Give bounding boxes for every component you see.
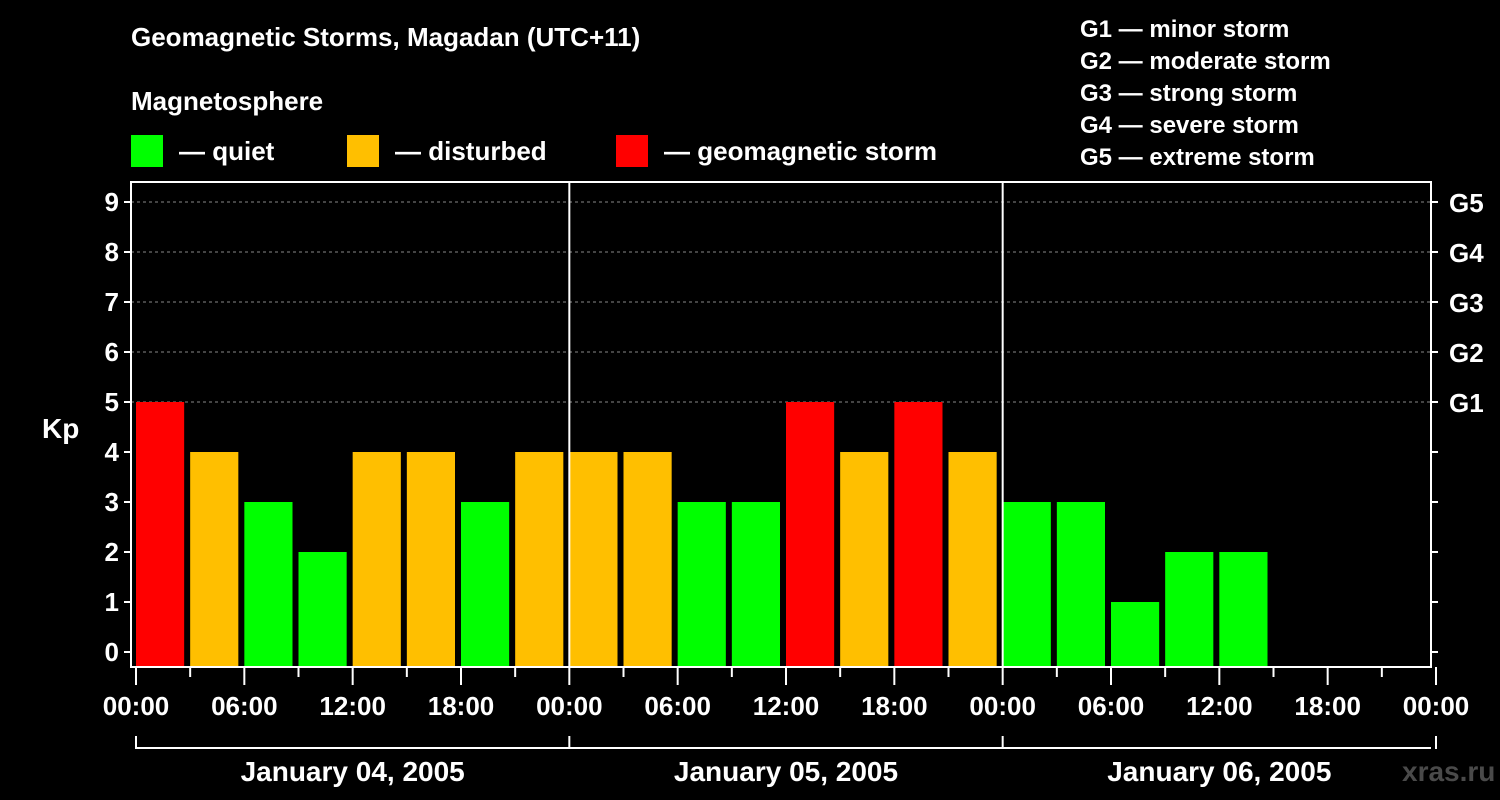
x-tick-label: 00:00 xyxy=(536,691,603,721)
y-tick-label: 5 xyxy=(105,387,119,417)
x-tick-label: 18:00 xyxy=(428,691,495,721)
date-label: January 05, 2005 xyxy=(674,756,898,787)
y-tick-label: 8 xyxy=(105,237,119,267)
legend-label-storm: — geomagnetic storm xyxy=(664,135,938,166)
date-label: January 04, 2005 xyxy=(241,756,465,787)
date-label: January 06, 2005 xyxy=(1107,756,1331,787)
g-scale-line: G5 — extreme storm xyxy=(1080,144,1315,171)
y-tick-label: 6 xyxy=(105,337,119,367)
kp-bar xyxy=(461,502,510,667)
kp-bar xyxy=(1002,502,1051,667)
legend-item-disturbed: — disturbed xyxy=(347,134,547,168)
axis-layer: 0 1 2 3 4 5 6 7 8 9 G1 G2 G3 G4 G5 Kp 00:00 06:00 12:00 18:… xyxy=(42,187,1484,787)
kp-bar xyxy=(623,452,672,667)
kp-bar xyxy=(515,452,564,667)
y-tick-label: 7 xyxy=(105,287,119,317)
g-scale-legend: G1 — minor storm G2 — moderate storm G3 … xyxy=(1080,14,1331,174)
plot-frame xyxy=(130,181,1432,668)
x-tick-label: 06:00 xyxy=(211,691,278,721)
x-tick-label: 00:00 xyxy=(1403,691,1470,721)
g-scale-line: G3 — strong storm xyxy=(1080,80,1298,107)
y-axis-label: Kp xyxy=(42,413,79,444)
legend-item-quiet: — quiet xyxy=(131,134,274,168)
x-tick-label: 06:00 xyxy=(644,691,711,721)
kp-bar xyxy=(569,452,618,667)
g-level-label: G2 xyxy=(1449,338,1484,368)
grid-layer xyxy=(131,201,1431,403)
chart-title: Geomagnetic Storms, Magadan (UTC+11) xyxy=(131,22,641,52)
y-tick-label: 4 xyxy=(105,437,120,467)
g-level-label: G1 xyxy=(1449,388,1484,418)
x-tick-label: 18:00 xyxy=(861,691,928,721)
kp-bar xyxy=(352,452,401,667)
kp-bar xyxy=(840,452,889,667)
g-level-label: G3 xyxy=(1449,288,1484,318)
frame-layer xyxy=(130,181,1432,668)
x-tick-label: 00:00 xyxy=(103,691,170,721)
kp-bar xyxy=(190,452,239,667)
bar-layer xyxy=(136,402,1268,667)
legend-label-quiet: — quiet xyxy=(179,135,275,166)
legend-label-disturbed: — disturbed xyxy=(395,135,547,166)
kp-bar xyxy=(1056,502,1105,667)
kp-bar xyxy=(894,402,943,667)
kp-bar xyxy=(1219,552,1268,667)
y-tick-label: 3 xyxy=(105,487,119,517)
kp-bar xyxy=(677,502,726,667)
kp-bar xyxy=(244,502,293,667)
g-level-label: G5 xyxy=(1449,188,1484,218)
kp-bar xyxy=(948,452,997,667)
kp-bar xyxy=(1111,602,1160,667)
kp-bar xyxy=(406,452,455,667)
legend-swatch-quiet xyxy=(131,135,163,167)
legend-item-storm: — geomagnetic storm xyxy=(616,134,937,168)
y-tick-label: 1 xyxy=(105,587,119,617)
x-tick-label: 12:00 xyxy=(1186,691,1253,721)
x-tick-label: 12:00 xyxy=(319,691,386,721)
x-tick-label: 06:00 xyxy=(1078,691,1145,721)
kp-bar xyxy=(1165,552,1214,667)
legend-swatch-storm xyxy=(616,135,648,167)
g-level-label: G4 xyxy=(1449,238,1484,268)
x-tick-label: 18:00 xyxy=(1294,691,1361,721)
y-tick-label: 9 xyxy=(105,187,119,217)
x-tick-label: 00:00 xyxy=(969,691,1036,721)
magnetosphere-label: Magnetosphere xyxy=(131,86,324,116)
g-scale-line: G2 — moderate storm xyxy=(1080,48,1331,75)
kp-bar xyxy=(731,502,780,667)
legend-swatch-disturbed xyxy=(347,135,379,167)
g-scale-line: G4 — severe storm xyxy=(1080,112,1299,139)
kp-bar xyxy=(298,552,347,667)
kp-bar xyxy=(136,402,185,667)
x-tick-label: 12:00 xyxy=(753,691,820,721)
y-tick-label: 0 xyxy=(105,637,119,667)
y-tick-label: 2 xyxy=(105,537,119,567)
g-scale-line: G1 — minor storm xyxy=(1080,16,1290,43)
watermark: xras.ru xyxy=(1402,756,1496,787)
kp-bar xyxy=(786,402,835,667)
